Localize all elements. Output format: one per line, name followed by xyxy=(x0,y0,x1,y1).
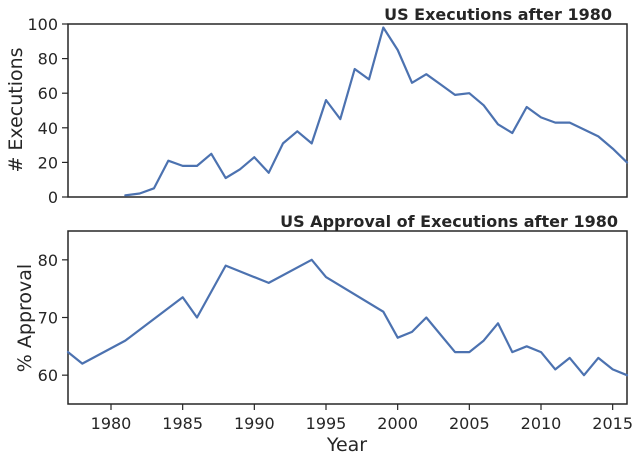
executions-y-tick-label: 60 xyxy=(38,84,58,103)
approval-x-tick-label: 2010 xyxy=(521,414,562,433)
executions-y-tick-label: 100 xyxy=(27,15,58,34)
executions-panel: US Executions after 1980 # Executions 0 2… xyxy=(5,5,629,207)
approval-chart-title: US Approval of Executions after 1980 xyxy=(280,212,618,231)
approval-x-tick-label: 1980 xyxy=(91,414,132,433)
approval-y-axis-label: % Approval xyxy=(14,264,36,372)
approval-series-line xyxy=(66,258,629,377)
approval-plot-area: 60 70 80 1980 1985 1990 1995 2000 2005 2010 2015 xyxy=(38,230,633,433)
approval-x-tick-label: 1990 xyxy=(234,414,275,433)
approval-panel: US Approval of Executions after 1980 % A… xyxy=(14,212,633,456)
executions-y-tick-label: 40 xyxy=(38,119,58,138)
executions-chart-title: US Executions after 1980 xyxy=(384,5,612,24)
approval-x-axis-label: Year xyxy=(326,434,367,456)
approval-x-tick-label: 1985 xyxy=(162,414,203,433)
executions-y-axis-label: # Executions xyxy=(5,47,27,172)
approval-y-tick-label: 60 xyxy=(38,366,58,385)
executions-y-tick-label: 80 xyxy=(38,50,58,69)
approval-x-tick-label: 2005 xyxy=(449,414,490,433)
approval-x-tick-label: 1995 xyxy=(306,414,347,433)
approval-x-tick-label: 2015 xyxy=(592,414,633,433)
executions-y-tick-label: 0 xyxy=(48,188,58,207)
approval-y-tick-label: 70 xyxy=(38,309,58,328)
executions-series-line xyxy=(124,26,629,197)
approval-y-tick-label: 80 xyxy=(38,251,58,270)
executions-y-tick-label: 20 xyxy=(38,153,58,172)
executions-plot-area: 0 20 40 60 80 100 xyxy=(27,15,629,207)
executions-plot-frame xyxy=(67,23,628,198)
approval-x-tick-label: 2000 xyxy=(377,414,418,433)
approval-plot-frame xyxy=(67,230,628,405)
